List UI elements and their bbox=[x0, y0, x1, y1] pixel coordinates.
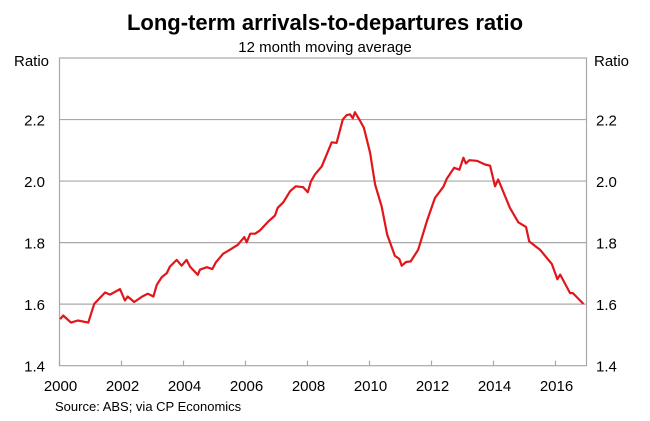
plot-area-frame bbox=[58, 57, 588, 367]
y-axis-label-left: Ratio bbox=[14, 53, 49, 70]
x-tick-label: 2006 bbox=[230, 378, 263, 395]
x-tick-label: 2010 bbox=[354, 378, 387, 395]
y-tick-label-right: 2.0 bbox=[596, 174, 617, 191]
series-line bbox=[59, 111, 585, 324]
y-tick-label-right: 1.6 bbox=[596, 297, 617, 314]
chart-title: Long-term arrivals-to-departures ratio bbox=[127, 10, 523, 35]
x-tick-label: 2000 bbox=[44, 378, 77, 395]
y-axis-label-right: Ratio bbox=[594, 53, 629, 70]
y-tick-label-left: 1.4 bbox=[24, 359, 45, 376]
y-tick-label-left: 2.2 bbox=[24, 113, 45, 130]
y-tick-label-left: 1.6 bbox=[24, 297, 45, 314]
y-tick-label-right: 1.4 bbox=[596, 359, 617, 376]
y-tick-label-left: 2.0 bbox=[24, 174, 45, 191]
x-tick-label: 2002 bbox=[106, 378, 139, 395]
chart-subtitle: 12 month moving average bbox=[238, 39, 411, 56]
source-note: Source: ABS; via CP Economics bbox=[55, 399, 242, 414]
y-tick-label-right: 2.2 bbox=[596, 113, 617, 130]
x-tick-label: 2008 bbox=[292, 378, 325, 395]
x-tick-label: 2014 bbox=[478, 378, 511, 395]
x-tick-label: 2012 bbox=[416, 378, 449, 395]
y-tick-label-left: 1.8 bbox=[24, 236, 45, 253]
x-tick-label: 2004 bbox=[168, 378, 201, 395]
x-tick-label: 2016 bbox=[540, 378, 573, 395]
y-tick-label-right: 1.8 bbox=[596, 236, 617, 253]
